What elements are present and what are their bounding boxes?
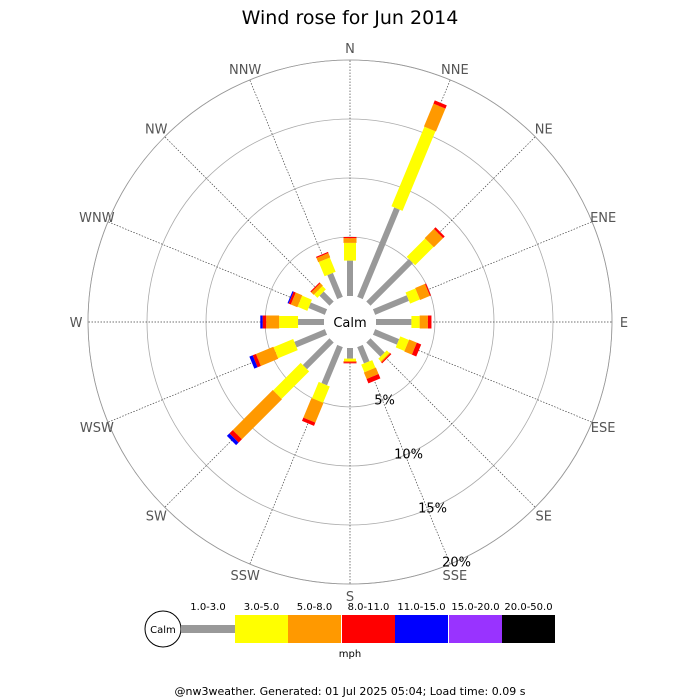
calm-center: Calm bbox=[324, 296, 376, 348]
bar-sw-bin-2 bbox=[232, 390, 282, 440]
legend-swatch-3 bbox=[342, 615, 395, 643]
direction-label-nw: NW bbox=[145, 122, 168, 137]
footer-text: @nw3weather. Generated: 01 Jul 2025 05:0… bbox=[175, 685, 526, 698]
bar-ene-bin-0 bbox=[372, 295, 409, 315]
legend: Calm 1.0-3.0 3.0-5.0 5.0-8.0 8.0-11.0 11.0-15… bbox=[144, 602, 555, 660]
direction-label-w: W bbox=[70, 316, 83, 331]
calm-label: Calm bbox=[333, 316, 366, 331]
ring-label-20: 20% bbox=[442, 555, 471, 570]
bar-ene-bin-1 bbox=[405, 288, 420, 304]
legend-swatch-4 bbox=[395, 615, 448, 643]
bar-nnw-bin-2 bbox=[316, 252, 331, 263]
direction-label-sw: SW bbox=[146, 510, 167, 525]
bar-sw-bin-3 bbox=[229, 430, 242, 443]
bar-ne-bin-0 bbox=[366, 258, 414, 306]
direction-label-ne: NE bbox=[535, 122, 553, 137]
bar-sse-bin-3 bbox=[366, 374, 381, 384]
bar-nne-bin-0 bbox=[357, 207, 400, 300]
wind-bars bbox=[226, 100, 447, 446]
bar-nne-bin-2 bbox=[423, 103, 446, 132]
bar-wnw-bin-1 bbox=[297, 295, 312, 311]
bar-ne-bin-2 bbox=[424, 228, 444, 248]
bar-wnw-bin-2 bbox=[290, 292, 303, 308]
direction-label-e: E bbox=[620, 316, 628, 331]
direction-label-ene: ENE bbox=[590, 211, 616, 226]
bar-sw-bin-0 bbox=[302, 338, 334, 370]
bar-wsw-bin-1 bbox=[273, 339, 298, 359]
bar-ese-bin-2 bbox=[404, 339, 417, 355]
chart-title: Wind rose for Jun 2014 bbox=[242, 7, 459, 29]
legend-label-2: 5.0-8.0 bbox=[297, 602, 332, 613]
legend-unit: mph bbox=[339, 649, 361, 660]
grid-ring-outer bbox=[87, 59, 613, 585]
bar-ssw-bin-1 bbox=[311, 381, 330, 403]
ring-label-5: 5% bbox=[374, 394, 395, 409]
legend-calm-label: Calm bbox=[150, 625, 176, 636]
bar-wnw-bin-3 bbox=[288, 291, 296, 305]
legend-label-1: 3.0-5.0 bbox=[244, 602, 279, 613]
spoke-sse bbox=[359, 345, 451, 565]
bar-wsw-bin-3 bbox=[252, 353, 261, 368]
bar-ene-bin-2 bbox=[415, 283, 430, 300]
bar-sse-bin-0 bbox=[357, 344, 370, 364]
bar-ese-bin-0 bbox=[372, 329, 400, 345]
bar-ssw-bin-2 bbox=[303, 398, 324, 423]
bar-nw-bin-1 bbox=[314, 286, 326, 298]
bar-ne-bin-1 bbox=[406, 238, 434, 266]
bar-ssw-bin-3 bbox=[301, 417, 316, 426]
bar-sse-bin-1 bbox=[361, 360, 376, 373]
legend-label-6: 20.0-50.0 bbox=[504, 602, 552, 613]
direction-label-ese: ESE bbox=[591, 421, 616, 436]
direction-label-n: N bbox=[345, 42, 355, 57]
bar-se-bin-1 bbox=[378, 350, 390, 362]
bar-nw-bin-3 bbox=[310, 282, 321, 293]
direction-label-wnw: WNW bbox=[79, 211, 115, 226]
direction-label-nnw: NNW bbox=[229, 63, 261, 78]
direction-label-se: SE bbox=[536, 510, 552, 525]
direction-label-ssw: SSW bbox=[230, 569, 260, 584]
legend-swatch-2 bbox=[288, 615, 341, 643]
bar-nw-bin-2 bbox=[311, 283, 323, 295]
spoke-se bbox=[368, 340, 536, 508]
bar-nnw-bin-0 bbox=[327, 272, 343, 300]
calm-circle bbox=[324, 296, 376, 348]
bar-se-bin-3 bbox=[381, 353, 392, 364]
legend-swatch-5 bbox=[449, 615, 502, 643]
legend-label-5: 15.0-20.0 bbox=[451, 602, 499, 613]
bar-nne-bin-1 bbox=[391, 126, 436, 211]
bar-ssw-bin-0 bbox=[321, 344, 343, 386]
direction-label-s: S bbox=[346, 590, 354, 605]
bar-wsw-bin-2 bbox=[255, 346, 279, 366]
legend-label-3: 8.0-11.0 bbox=[348, 602, 390, 613]
bar-wsw-bin-0 bbox=[294, 329, 328, 348]
bar-wsw-bin-4 bbox=[249, 355, 258, 369]
bar-nnw-bin-1 bbox=[318, 257, 336, 277]
legend-swatch-1 bbox=[235, 615, 288, 643]
bar-ese-bin-1 bbox=[395, 336, 410, 352]
legend-label-0: 1.0-3.0 bbox=[190, 602, 225, 613]
bar-ne-bin-3 bbox=[433, 227, 445, 239]
bar-wnw-bin-0 bbox=[308, 302, 328, 315]
direction-label-sse: SSE bbox=[442, 569, 467, 584]
bar-nw-bin-0 bbox=[319, 291, 334, 306]
bar-se-bin-2 bbox=[380, 352, 391, 363]
spoke-wnw bbox=[107, 221, 327, 313]
legend-label-4: 11.0-15.0 bbox=[397, 602, 445, 613]
direction-label-wsw: WSW bbox=[80, 421, 114, 436]
bar-nne-bin-3 bbox=[433, 100, 447, 109]
legend-swatch-6 bbox=[502, 615, 555, 643]
legend-swatch-0 bbox=[181, 625, 235, 633]
bar-sw-bin-1 bbox=[273, 362, 310, 399]
bar-sse-bin-2 bbox=[363, 367, 379, 380]
ring-labels: 5% 10% 15% 20% bbox=[374, 394, 471, 571]
ring-label-10: 10% bbox=[394, 448, 423, 463]
bar-sw-bin-4 bbox=[226, 433, 239, 446]
spoke-nw bbox=[164, 136, 332, 304]
ring-label-15: 15% bbox=[418, 501, 447, 516]
bar-ese-bin-3 bbox=[411, 342, 422, 357]
bar-se-bin-0 bbox=[366, 338, 385, 357]
direction-label-nne: NNE bbox=[441, 63, 469, 78]
